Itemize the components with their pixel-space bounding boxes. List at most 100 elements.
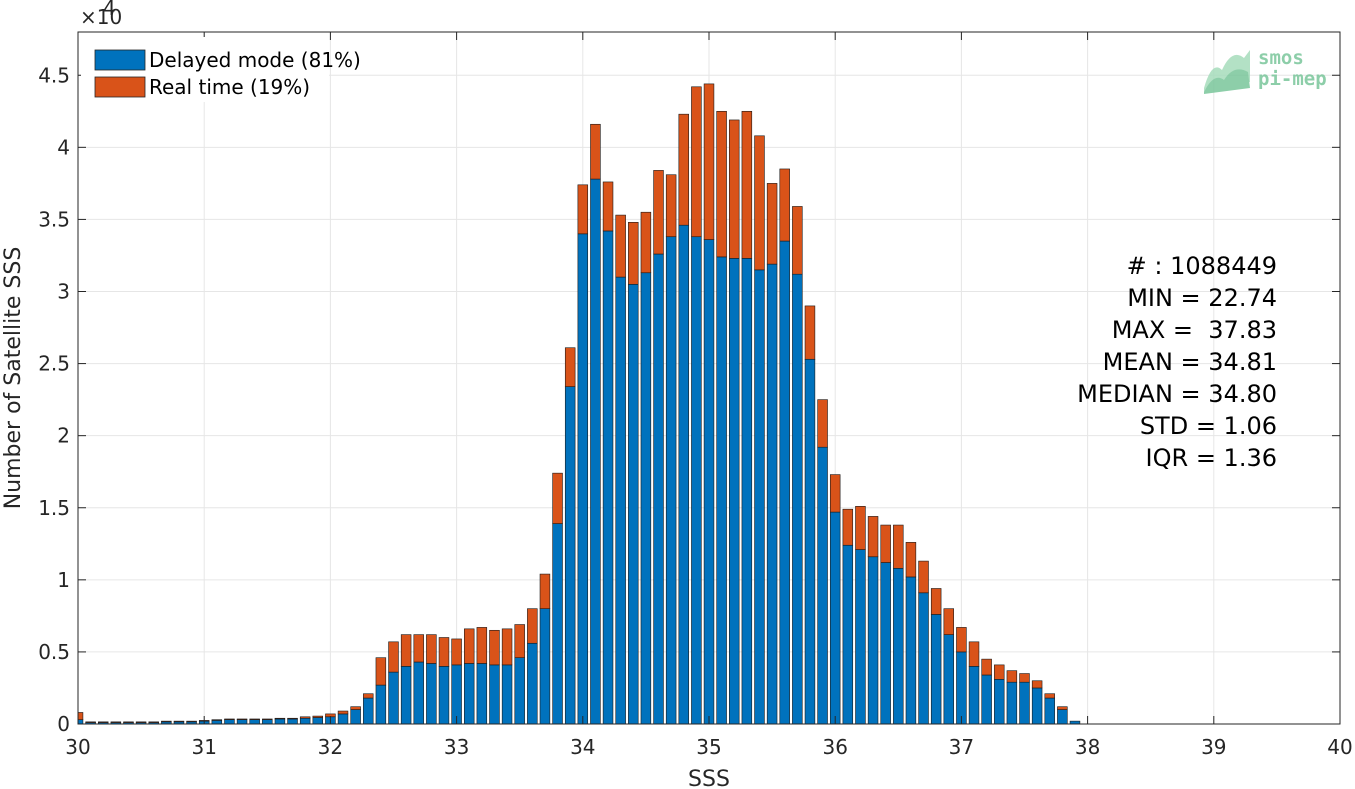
bar-real-time <box>299 716 311 719</box>
bar-delayed-mode <box>501 664 513 725</box>
y-tick-label: 0.5 <box>38 640 70 664</box>
bar-delayed-mode <box>350 709 361 725</box>
bar-real-time <box>590 123 601 180</box>
bar-real-time <box>135 721 147 723</box>
bar-delayed-mode <box>716 256 727 725</box>
bar-real-time <box>501 628 513 666</box>
bar-delayed-mode <box>956 651 967 725</box>
smos-pi-mep-logo: smos pi-mep <box>1204 47 1327 94</box>
bar-real-time <box>968 641 980 667</box>
bar-delayed-mode <box>893 567 904 725</box>
legend-swatch-delayed-mode <box>94 49 146 71</box>
bar-delayed-mode <box>1044 697 1055 725</box>
bar-delayed-mode <box>489 664 500 725</box>
y-multiplier-label: ×10 <box>80 5 122 29</box>
bar-delayed-mode <box>665 236 677 725</box>
bar-delayed-mode <box>602 230 614 725</box>
stat-mean: MEAN = 34.81 <box>1103 348 1277 376</box>
bar-delayed-mode <box>930 614 942 725</box>
bar-real-time <box>274 717 286 720</box>
bar-real-time <box>665 174 677 238</box>
bar-real-time <box>817 399 828 448</box>
bar-real-time <box>1019 673 1030 683</box>
bar-real-time <box>628 222 639 285</box>
bar-delayed-mode <box>653 253 664 725</box>
bar-real-time <box>994 664 1005 680</box>
x-tick-label: 39 <box>1201 735 1226 759</box>
bar-real-time <box>426 634 437 664</box>
bar-real-time <box>943 608 955 635</box>
bar-real-time <box>236 718 248 720</box>
bar-real-time <box>779 168 790 242</box>
bar-delayed-mode <box>804 358 816 725</box>
bar-real-time <box>539 573 551 609</box>
bar-real-time <box>123 721 134 723</box>
bar-delayed-mode <box>287 718 298 725</box>
bar-delayed-mode <box>615 276 626 725</box>
bar-real-time <box>918 560 929 594</box>
bar-delayed-mode <box>375 684 387 725</box>
bar-real-time <box>224 718 235 720</box>
bar-real-time <box>1044 693 1055 699</box>
y-tick-label: 2 <box>57 424 70 448</box>
bar-real-time <box>186 720 197 723</box>
bars-group <box>77 83 1081 725</box>
bar-delayed-mode <box>779 240 790 725</box>
bar-delayed-mode <box>1006 681 1018 725</box>
x-tick-label: 37 <box>949 735 974 759</box>
bar-real-time <box>1057 706 1068 710</box>
logo-line1: smos <box>1258 47 1304 69</box>
y-tick-label: 4.5 <box>38 63 70 87</box>
bar-delayed-mode <box>363 697 374 725</box>
bar-real-time <box>1031 680 1043 689</box>
bar-delayed-mode <box>729 258 740 725</box>
bar-delayed-mode <box>249 719 260 725</box>
bar-real-time <box>552 472 563 524</box>
bar-delayed-mode <box>236 719 248 725</box>
x-axis-title: SSS <box>688 767 730 789</box>
bar-real-time <box>476 627 488 664</box>
bar-real-time <box>602 181 614 232</box>
bar-real-time <box>148 721 159 723</box>
bar-delayed-mode <box>691 236 702 725</box>
y-tick-label: 1.5 <box>38 496 70 520</box>
bar-real-time <box>98 721 109 723</box>
x-tick-label: 40 <box>1327 735 1352 759</box>
bar-delayed-mode <box>943 634 955 725</box>
bar-real-time <box>363 693 374 699</box>
x-tick-label: 36 <box>822 735 847 759</box>
y-tick-label: 0 <box>57 712 70 736</box>
bar-delayed-mode <box>1019 681 1030 725</box>
bar-real-time <box>741 110 753 259</box>
y-tick-label: 3 <box>57 280 70 304</box>
bar-real-time <box>867 516 879 558</box>
bar-delayed-mode <box>438 666 450 725</box>
bar-delayed-mode <box>77 719 84 725</box>
bar-delayed-mode <box>766 263 778 725</box>
logo-line2: pi-mep <box>1258 68 1327 90</box>
bar-delayed-mode <box>994 679 1005 725</box>
bar-delayed-mode <box>918 592 929 725</box>
bar-real-time <box>804 305 816 360</box>
stat-max: MAX = 37.83 <box>1112 316 1277 344</box>
stat-std: STD = 1.06 <box>1140 412 1277 440</box>
bar-delayed-mode <box>1031 687 1043 725</box>
legend-label-real-time: Real time (19%) <box>149 75 310 99</box>
bar-delayed-mode <box>968 666 980 725</box>
bar-delayed-mode <box>880 562 891 725</box>
y-exponent-label: 4 <box>103 0 116 20</box>
stat-median: MEDIAN = 34.80 <box>1077 380 1277 408</box>
bar-real-time <box>754 135 765 271</box>
bar-real-time <box>438 637 450 667</box>
bar-delayed-mode <box>981 674 992 725</box>
bar-delayed-mode <box>754 269 765 725</box>
bar-real-time <box>855 506 866 550</box>
bar-real-time <box>262 718 273 720</box>
bar-real-time <box>161 720 172 723</box>
bar-real-time <box>640 211 652 274</box>
bar-real-time <box>400 634 412 667</box>
legend: Delayed mode (81%) Real time (19%) <box>81 37 361 102</box>
bar-real-time <box>1006 670 1018 683</box>
stat-count: # : 1088449 <box>1127 252 1277 280</box>
bar-real-time <box>691 86 702 238</box>
